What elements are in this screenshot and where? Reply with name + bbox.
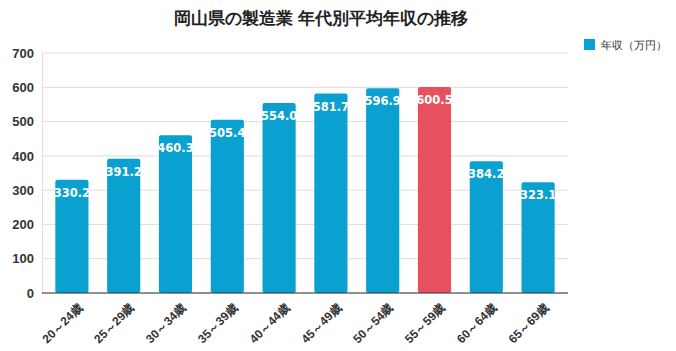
x-tick-label: 55～59歳 (402, 300, 448, 346)
y-tick: 600 (12, 80, 42, 95)
y-tick-label: 700 (12, 46, 34, 61)
grid-line (42, 155, 568, 156)
y-tick: 700 (12, 46, 42, 61)
x-tick-label: 25～29歳 (91, 300, 137, 346)
x-tick-label: 30～34歳 (143, 300, 189, 346)
bar (418, 87, 451, 293)
y-tick-label: 200 (12, 217, 34, 232)
x-tick: 40～44歳 (247, 293, 293, 346)
x-tick-label: 50～54歳 (350, 300, 396, 346)
legend-label: 年収（万円） (601, 39, 667, 52)
x-tick: 45～49歳 (298, 293, 344, 346)
grid-line (42, 121, 568, 122)
title: 岡山県の製造業 年代別平均年収の推移 (174, 8, 469, 28)
data-label: 596.9 (365, 94, 401, 108)
y-tick: 500 (12, 114, 42, 129)
y-tick: 200 (12, 217, 42, 232)
data-label: 391.2 (106, 165, 142, 179)
y-tick-label: 0 (27, 286, 34, 301)
x-tick: 25～29歳 (91, 293, 137, 346)
data-label: 330.2 (54, 186, 90, 200)
y-axis-line (42, 54, 43, 294)
x-tick-label: 20～24歳 (39, 300, 85, 346)
x-tick: 20～24歳 (39, 293, 85, 346)
x-axis: 20～24歳25～29歳30～34歳35～39歳40～44歳45～49歳50～5… (39, 293, 568, 346)
data-label: 323.1 (520, 188, 556, 202)
y-tick: 300 (12, 183, 42, 198)
y-tick-label: 400 (12, 149, 34, 164)
x-tick: 55～59歳 (402, 293, 448, 346)
bar (263, 103, 296, 293)
data-label: 581.7 (313, 100, 349, 114)
chart: 岡山県の製造業 年代別平均年収の推移 0 100 200 300 400 500 600 700… (0, 0, 676, 351)
bar (107, 159, 140, 293)
x-tick: 35～39歳 (195, 293, 241, 346)
grid (42, 53, 568, 293)
grid-line (42, 53, 568, 54)
y-axis: 0 100 200 300 400 500 600 700 (12, 46, 42, 301)
data-label: 554.0 (261, 109, 297, 123)
x-axis-line (42, 293, 568, 294)
y-tick-label: 100 (12, 251, 34, 266)
data-label: 384.2 (468, 167, 504, 181)
data-label: 505.4 (209, 126, 245, 140)
x-tick-label: 65～69歳 (506, 300, 552, 346)
y-tick-label: 300 (12, 183, 34, 198)
y-tick: 100 (12, 251, 42, 266)
x-tick: 30～34歳 (143, 293, 189, 346)
bar (366, 88, 399, 293)
x-tick-label: 35～39歳 (195, 300, 241, 346)
bar (159, 135, 192, 293)
y-tick: 0 (27, 286, 42, 301)
grid-line (42, 87, 568, 88)
grid-line (42, 293, 568, 294)
y-tick-label: 500 (12, 114, 34, 129)
x-tick-label: 45～49歳 (298, 300, 344, 346)
y-tick: 400 (12, 149, 42, 164)
data-label: 600.5 (416, 93, 452, 107)
bar (314, 94, 347, 293)
x-tick-label: 60～64歳 (454, 300, 500, 346)
x-tick: 60～64歳 (454, 293, 500, 346)
x-tick-label: 40～44歳 (247, 300, 293, 346)
bar (211, 120, 244, 293)
legend: 年収（万円） (584, 39, 667, 52)
x-tick: 50～54歳 (350, 293, 396, 346)
y-tick-label: 600 (12, 80, 34, 95)
bars (55, 87, 554, 293)
data-labels: 330.2 391.2 460.3 505.4 554.0 581.7 596.9 600.5… (54, 93, 557, 202)
legend-swatch (584, 39, 595, 50)
data-label: 460.3 (157, 141, 193, 155)
x-tick: 65～69歳 (506, 293, 552, 346)
